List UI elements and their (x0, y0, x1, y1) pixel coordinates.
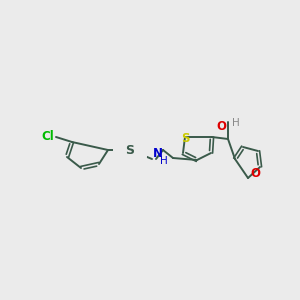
Text: O: O (125, 133, 135, 146)
Text: S: S (113, 142, 122, 155)
Text: O: O (216, 120, 226, 133)
Text: N: N (153, 147, 163, 160)
Text: O: O (250, 167, 260, 180)
Text: Cl: Cl (42, 130, 54, 143)
Text: O: O (125, 154, 135, 167)
Text: H: H (160, 156, 168, 166)
Text: S: S (125, 143, 134, 157)
Text: S: S (181, 132, 189, 145)
Text: H: H (232, 118, 240, 128)
